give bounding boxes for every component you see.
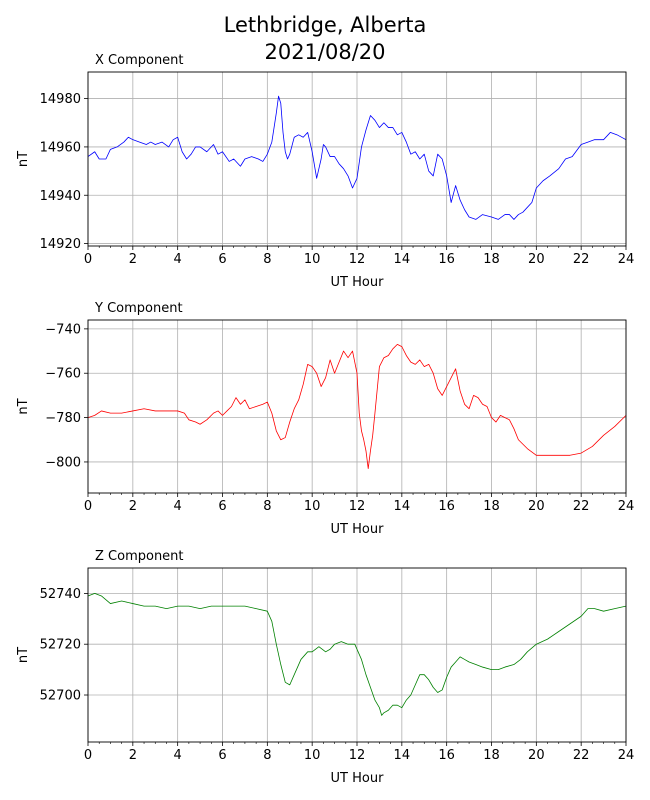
panel-title: X Component	[95, 53, 184, 68]
x-tick-label: 24	[618, 252, 635, 267]
figure-title-line1: Lethbridge, Alberta	[223, 13, 427, 37]
y-axis-label: nT	[16, 398, 31, 414]
x-tick-label: 22	[573, 499, 590, 514]
series-line	[87, 95, 627, 220]
y-tick-label: 52740	[40, 587, 81, 602]
x-tick-label: 8	[263, 499, 271, 514]
x-tick-label: 6	[218, 252, 226, 267]
series-line	[87, 593, 627, 716]
x-tick-label: 14	[394, 499, 411, 514]
x-tick-label: 24	[618, 748, 635, 763]
y-tick-label: 14940	[40, 189, 81, 204]
x-tick-label: 6	[218, 499, 226, 514]
x-tick-label: 10	[304, 252, 321, 267]
x-tick-label: 14	[394, 252, 411, 267]
x-tick-label: 4	[174, 499, 182, 514]
y-tick-label: −800	[45, 455, 81, 470]
x-tick-label: 2	[129, 748, 137, 763]
x-tick-label: 12	[349, 252, 366, 267]
x-tick-label: 16	[438, 748, 455, 763]
x-tick-label: 8	[263, 252, 271, 267]
x-tick-label: 12	[349, 748, 366, 763]
x-tick-label: 8	[263, 748, 271, 763]
y-tick-label: 14920	[40, 237, 81, 252]
x-tick-label: 12	[349, 499, 366, 514]
x-tick-label: 20	[528, 252, 545, 267]
x-tick-label: 22	[573, 252, 590, 267]
x-axis-label: UT Hour	[331, 771, 385, 786]
y-axis-label: nT	[16, 151, 31, 167]
x-tick-label: 2	[129, 499, 137, 514]
plot-frame	[87, 319, 627, 494]
x-axis-label: UT Hour	[331, 275, 385, 290]
x-tick-label: 14	[394, 748, 411, 763]
y-tick-label: −740	[45, 322, 81, 337]
plot-frame	[87, 567, 627, 743]
y-tick-label: 14960	[40, 140, 81, 155]
panel-title: Z Component	[95, 549, 184, 564]
x-tick-label: 16	[438, 252, 455, 267]
panel-title: Y Component	[94, 301, 183, 316]
x-tick-label: 6	[218, 748, 226, 763]
y-tick-label: 52700	[40, 689, 81, 704]
figure-title-line2: 2021/08/20	[264, 40, 386, 64]
x-axis-label: UT Hour	[331, 522, 385, 537]
plot-frame	[87, 71, 627, 247]
series-line	[87, 344, 627, 469]
x-tick-label: 16	[438, 499, 455, 514]
x-tick-label: 0	[84, 252, 92, 267]
panel-1: 0 2 4 6 8 10 12 14 16 18 20 22 241492014940149601498…	[16, 53, 634, 290]
y-tick-label: 52720	[40, 638, 81, 653]
y-tick-label: 14980	[40, 92, 81, 107]
x-tick-label: 18	[483, 499, 500, 514]
x-tick-label: 22	[573, 748, 590, 763]
x-tick-label: 0	[84, 499, 92, 514]
x-tick-label: 10	[304, 499, 321, 514]
x-tick-label: 4	[174, 252, 182, 267]
x-tick-label: 2	[129, 252, 137, 267]
x-tick-label: 18	[483, 252, 500, 267]
y-axis-label: nT	[16, 647, 31, 663]
x-tick-label: 18	[483, 748, 500, 763]
x-tick-label: 4	[174, 748, 182, 763]
x-tick-label: 0	[84, 748, 92, 763]
x-tick-label: 24	[618, 499, 635, 514]
y-tick-label: −780	[45, 411, 81, 426]
x-tick-label: 10	[304, 748, 321, 763]
y-tick-label: −760	[45, 367, 81, 382]
x-tick-label: 20	[528, 748, 545, 763]
x-tick-label: 20	[528, 499, 545, 514]
